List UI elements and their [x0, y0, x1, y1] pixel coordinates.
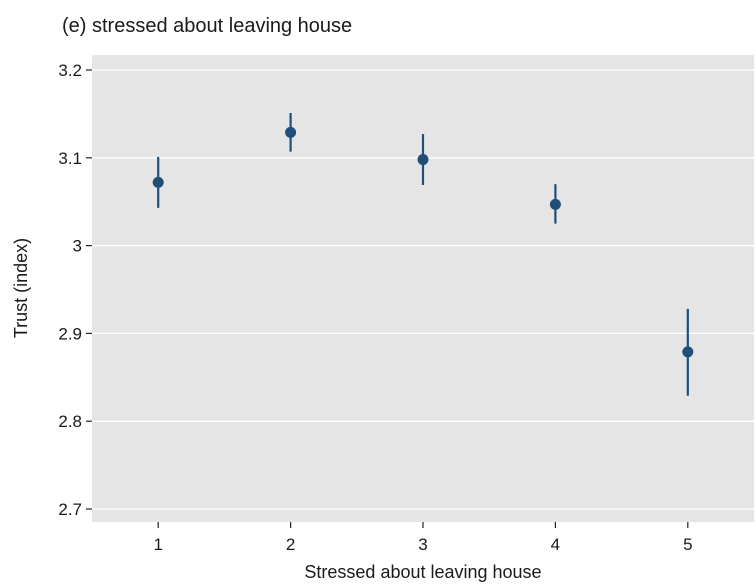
y-tick-label: 3 — [73, 237, 82, 256]
x-axis-title: Stressed about leaving house — [304, 562, 541, 582]
x-axis: 1 2 3 4 5 — [153, 522, 693, 554]
y-tick-label: 2.7 — [58, 500, 82, 519]
data-point — [417, 154, 429, 166]
y-tick-label: 3.1 — [58, 149, 82, 168]
data-point — [285, 126, 297, 138]
data-points — [152, 126, 694, 358]
x-tick-label: 4 — [551, 535, 560, 554]
y-axis: 2.7 2.8 2.9 3 3.1 3.2 — [58, 61, 92, 519]
y-axis-title: Trust (index) — [11, 238, 31, 338]
plot-area — [92, 55, 754, 522]
y-tick-label: 2.8 — [58, 412, 82, 431]
y-tick-label: 2.9 — [58, 324, 82, 343]
x-tick-label: 1 — [153, 535, 162, 554]
y-tick-label: 3.2 — [58, 61, 82, 80]
data-point — [549, 198, 561, 210]
x-tick-label: 3 — [418, 535, 427, 554]
data-point — [682, 346, 694, 358]
chart-title: (e) stressed about leaving house — [62, 15, 352, 37]
x-tick-label: 2 — [286, 535, 295, 554]
data-point — [152, 176, 164, 188]
x-tick-label: 5 — [683, 535, 692, 554]
